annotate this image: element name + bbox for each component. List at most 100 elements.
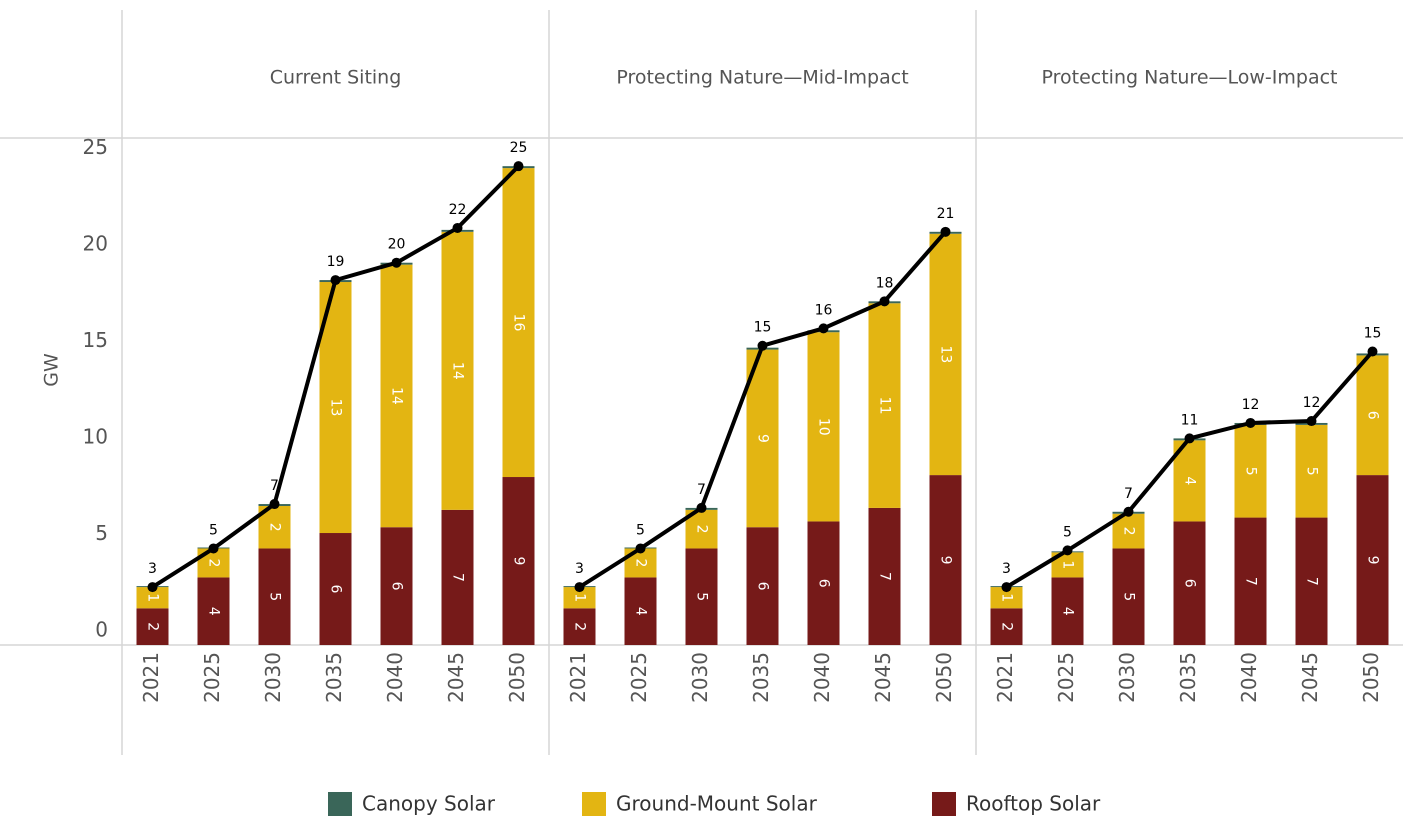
y-tick-label: 0 [95, 618, 108, 642]
total-point [635, 543, 646, 554]
y-tick-label: 15 [83, 328, 108, 352]
x-tick-label: 2050 [932, 652, 956, 703]
legend-label: Canopy Solar [362, 792, 496, 816]
segment-label: 2 [999, 622, 1015, 631]
total-label: 5 [636, 522, 645, 538]
segment-label: 9 [511, 557, 527, 566]
x-tick-label: 2040 [1237, 652, 1261, 703]
segment-label: 1 [999, 593, 1015, 602]
total-label: 12 [1303, 395, 1321, 411]
bar-segment [197, 577, 230, 645]
total-label: 15 [754, 320, 772, 336]
bar-segment [441, 509, 474, 645]
bar-segment [380, 264, 413, 528]
total-label: 5 [1063, 524, 1072, 540]
total-point [818, 323, 829, 334]
total-point [879, 296, 890, 307]
bar-segment [380, 527, 413, 645]
segment-label: 7 [1243, 577, 1259, 586]
x-tick-label: 2035 [1176, 652, 1200, 703]
total-point [574, 582, 585, 593]
x-tick-label: 2025 [1054, 652, 1078, 703]
total-label: 22 [449, 202, 467, 218]
bar-segment [1356, 475, 1389, 645]
segment-label: 9 [1365, 556, 1381, 565]
total-label: 7 [697, 482, 706, 498]
bar-segment [136, 608, 169, 645]
total-label: 15 [1364, 326, 1382, 342]
legend-label: Ground-Mount Solar [616, 792, 818, 816]
x-tick-label: 2021 [993, 652, 1017, 703]
total-point [696, 502, 707, 513]
total-point [757, 340, 768, 351]
total-point [391, 257, 402, 268]
segment-label: 9 [755, 434, 771, 443]
x-tick-label: 2045 [444, 652, 468, 703]
segment-label: 14 [389, 387, 405, 405]
total-point [1062, 545, 1073, 556]
x-tick-label: 2045 [1298, 652, 1322, 703]
total-point [330, 275, 341, 286]
segment-label: 10 [816, 418, 832, 436]
bar-segment [685, 548, 718, 645]
total-point [940, 226, 951, 237]
y-tick-label: 10 [83, 424, 108, 448]
total-point [1367, 346, 1378, 357]
total-label: 21 [937, 206, 955, 222]
y-tick-label: 20 [83, 231, 108, 255]
x-tick-label: 2030 [261, 652, 285, 703]
total-label: 3 [575, 561, 584, 577]
bar-segment [1051, 577, 1084, 645]
x-tick-label: 2025 [200, 652, 224, 703]
segment-label: 7 [1304, 577, 1320, 586]
segment-label: 6 [328, 585, 344, 594]
bar-segment [563, 608, 596, 645]
bar-segment [136, 587, 169, 609]
segment-label: 13 [328, 399, 344, 417]
total-label: 25 [510, 140, 528, 156]
y-tick-label: 5 [95, 521, 108, 545]
segment-label: 2 [267, 523, 283, 532]
segment-label: 7 [450, 573, 466, 582]
total-label: 16 [815, 302, 833, 318]
total-label: 7 [1124, 486, 1133, 502]
segment-label: 2 [1121, 527, 1137, 536]
segment-label: 6 [816, 579, 832, 588]
bar-segment [1295, 517, 1328, 645]
bar-segment [929, 475, 962, 645]
segment-label: 4 [1182, 476, 1198, 485]
total-label: 12 [1242, 397, 1260, 413]
segment-label: 2 [145, 622, 161, 631]
total-point [1245, 417, 1256, 428]
bar-segment [807, 332, 840, 522]
total-point [1306, 416, 1317, 427]
panel-title: Protecting Nature—Low-Impact [1041, 67, 1337, 89]
bar-segment [1295, 424, 1328, 518]
bar-segment [624, 577, 657, 645]
segment-label: 4 [633, 607, 649, 616]
bar-segment [807, 521, 840, 645]
segment-label: 5 [1243, 467, 1259, 476]
segment-label: 11 [877, 397, 893, 415]
segment-label: 16 [511, 314, 527, 332]
segment-label: 6 [1182, 579, 1198, 588]
panel-title: Current Siting [270, 67, 402, 89]
legend-swatch [932, 792, 956, 816]
segment-label: 4 [1060, 607, 1076, 616]
bar-segment [868, 507, 901, 645]
total-point [1001, 582, 1012, 593]
x-tick-label: 2025 [627, 652, 651, 703]
bar-segment [441, 231, 474, 510]
x-tick-label: 2050 [505, 652, 529, 703]
bar-segment [1234, 517, 1267, 645]
total-label: 11 [1181, 412, 1199, 428]
segment-label: 7 [877, 572, 893, 581]
bar-segment [563, 587, 596, 609]
x-tick-label: 2035 [322, 652, 346, 703]
panel-title: Protecting Nature—Mid-Impact [616, 67, 908, 89]
segment-label: 4 [206, 607, 222, 616]
y-axis-label: GW [41, 353, 63, 387]
segment-label: 2 [633, 558, 649, 567]
segment-label: 6 [389, 582, 405, 591]
bar-segment [929, 233, 962, 476]
